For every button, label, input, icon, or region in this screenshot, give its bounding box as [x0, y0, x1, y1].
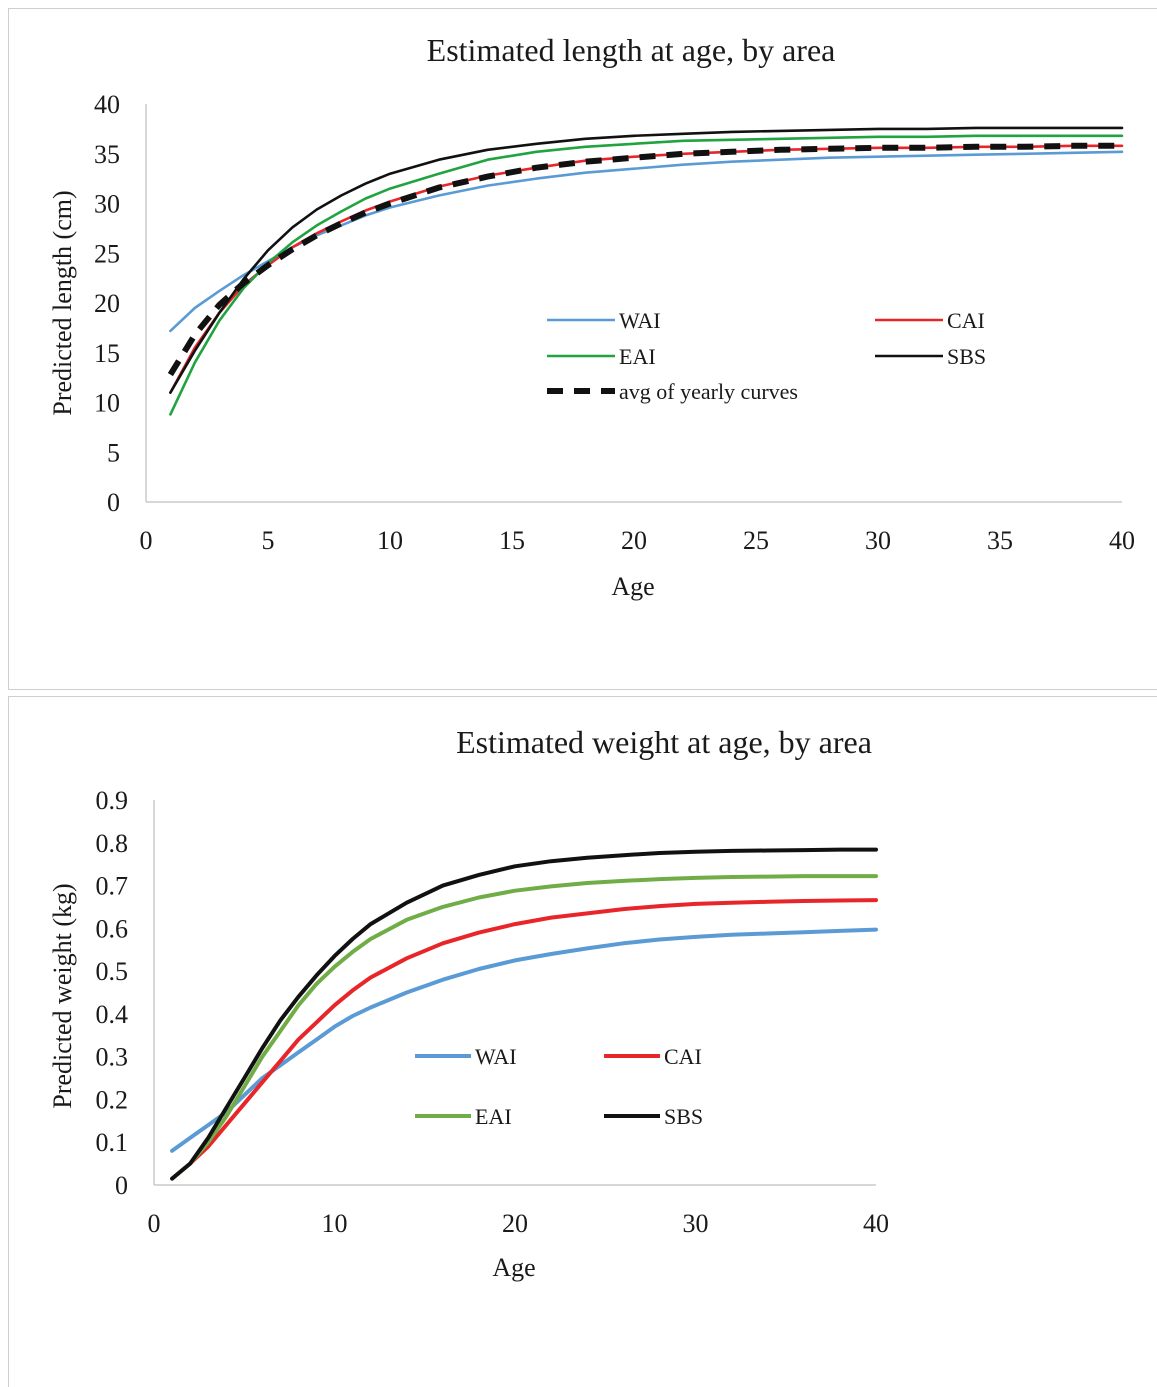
- chart-title: Estimated weight at age, by area: [456, 724, 872, 760]
- legend-label: CAI: [947, 308, 985, 333]
- length-chart: Estimated length at age, by area Age Predi…: [48, 32, 1135, 601]
- weight-chart: Estimated weight at age, by area Age Predi…: [48, 724, 889, 1282]
- y-tick-label: 20: [94, 289, 120, 318]
- legend-label: WAI: [475, 1044, 517, 1069]
- legend-item: CAI: [875, 308, 985, 333]
- y-tick-label: 25: [94, 239, 120, 268]
- series-line-sbs: [169, 126, 1124, 394]
- y-tick-label: 0.3: [96, 1043, 129, 1072]
- legend-item: avg of yearly curves: [547, 379, 798, 404]
- x-tick-label: 40: [863, 1209, 889, 1238]
- legend-item: SBS: [604, 1104, 703, 1129]
- x-tick-label: 0: [140, 526, 153, 555]
- x-tick-label: 0: [148, 1209, 161, 1238]
- x-tick-label: 15: [499, 526, 525, 555]
- x-tick-label: 10: [377, 526, 403, 555]
- x-axis-label: Age: [611, 572, 654, 601]
- x-axis-label: Age: [492, 1253, 535, 1282]
- series-line-cai: [170, 898, 878, 1181]
- y-tick-label: 0.7: [96, 872, 129, 901]
- legend-label: SBS: [947, 344, 986, 369]
- legend-label: EAI: [475, 1104, 512, 1129]
- x-tick-label: 20: [502, 1209, 528, 1238]
- legend-item: WAI: [415, 1044, 517, 1069]
- y-tick-label: 0.9: [96, 786, 129, 815]
- y-tick-label: 15: [94, 339, 120, 368]
- y-tick-label: 40: [94, 90, 120, 119]
- y-axis-label: Predicted length (cm): [48, 190, 77, 415]
- legend-item: EAI: [415, 1104, 512, 1129]
- series-line-wai: [170, 927, 878, 1153]
- y-tick-label: 35: [94, 140, 120, 169]
- legend-label: EAI: [619, 344, 656, 369]
- y-tick-label: 30: [94, 190, 120, 219]
- y-tick-label: 0.8: [96, 829, 129, 858]
- weight-chart-panel: Estimated weight at age, by area Age Predi…: [8, 696, 1157, 1387]
- x-tick-label: 25: [743, 526, 769, 555]
- legend-item: SBS: [875, 344, 986, 369]
- x-tick-label: 30: [683, 1209, 709, 1238]
- series-line-eai: [170, 874, 878, 1181]
- legend-item: EAI: [547, 344, 656, 369]
- x-tick-label: 40: [1109, 526, 1135, 555]
- y-tick-label: 0: [107, 488, 120, 517]
- length-chart-panel: Estimated length at age, by area Age Predi…: [8, 8, 1157, 690]
- legend-item: WAI: [547, 308, 661, 333]
- y-tick-label: 0.1: [96, 1128, 129, 1157]
- legend-label: avg of yearly curves: [619, 379, 798, 404]
- x-tick-label: 35: [987, 526, 1013, 555]
- y-tick-label: 0.5: [96, 957, 129, 986]
- series-line-avg-of-yearly-curves: [167, 142, 1122, 377]
- x-tick-label: 30: [865, 526, 891, 555]
- series-line-eai: [169, 134, 1124, 416]
- chart-title: Estimated length at age, by area: [427, 32, 836, 68]
- legend-item: CAI: [604, 1044, 702, 1069]
- legend-label: SBS: [664, 1104, 703, 1129]
- y-tick-label: 10: [94, 389, 120, 418]
- y-tick-label: 0: [115, 1171, 128, 1200]
- x-tick-label: 10: [322, 1209, 348, 1238]
- legend-label: CAI: [664, 1044, 702, 1069]
- y-tick-label: 5: [107, 438, 120, 467]
- series-line-sbs: [170, 847, 878, 1181]
- y-axis-label: Predicted weight (kg): [48, 883, 77, 1108]
- series-line-wai: [169, 150, 1124, 333]
- y-tick-label: 0.2: [96, 1085, 129, 1114]
- x-tick-label: 20: [621, 526, 647, 555]
- legend-label: WAI: [619, 308, 661, 333]
- y-tick-label: 0.4: [96, 1000, 129, 1029]
- x-tick-label: 5: [262, 526, 275, 555]
- y-tick-label: 0.6: [96, 914, 129, 943]
